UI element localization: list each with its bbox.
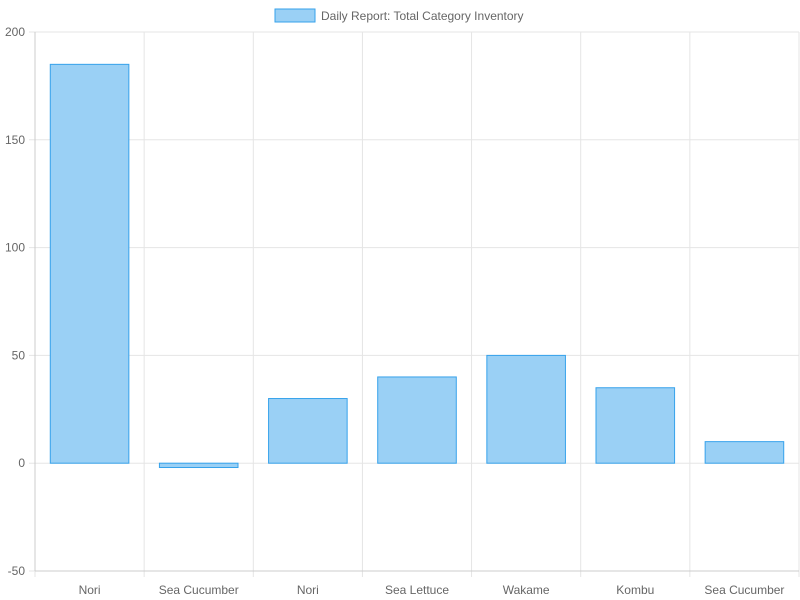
legend-swatch <box>274 8 316 23</box>
bar[interactable] <box>268 398 348 464</box>
grid-lines <box>29 31 800 577</box>
x-tick-label: Nori <box>79 583 101 597</box>
bars <box>49 63 785 469</box>
y-tick-label: -50 <box>8 564 26 578</box>
x-tick-label: Wakame <box>503 583 550 597</box>
bar[interactable] <box>158 462 239 469</box>
x-tick-label: Sea Cucumber <box>159 583 239 597</box>
x-tick-label: Nori <box>297 583 319 597</box>
y-tick-label: 100 <box>5 241 25 255</box>
x-tick-label: Kombu <box>616 583 654 597</box>
bar[interactable] <box>377 376 457 464</box>
bar[interactable] <box>486 354 566 464</box>
y-axis-ticks: 200 150 100 50 0 -50 <box>5 25 25 578</box>
x-axis-ticks: Nori Sea Cucumber Nori Sea Lettuce Wakame Kom… <box>79 583 785 597</box>
y-tick-label: 0 <box>18 456 25 470</box>
y-tick-label: 50 <box>12 348 26 362</box>
bar[interactable] <box>595 387 676 464</box>
legend[interactable]: Daily Report: Total Category Inventory <box>274 8 524 23</box>
x-tick-label: Sea Lettuce <box>385 583 449 597</box>
y-tick-label: 150 <box>5 133 25 147</box>
legend-label: Daily Report: Total Category Inventory <box>321 9 524 23</box>
bar[interactable] <box>704 441 785 464</box>
x-tick-label: Sea Cucumber <box>704 583 784 597</box>
y-tick-label: 200 <box>5 25 25 39</box>
bar[interactable] <box>49 63 130 464</box>
